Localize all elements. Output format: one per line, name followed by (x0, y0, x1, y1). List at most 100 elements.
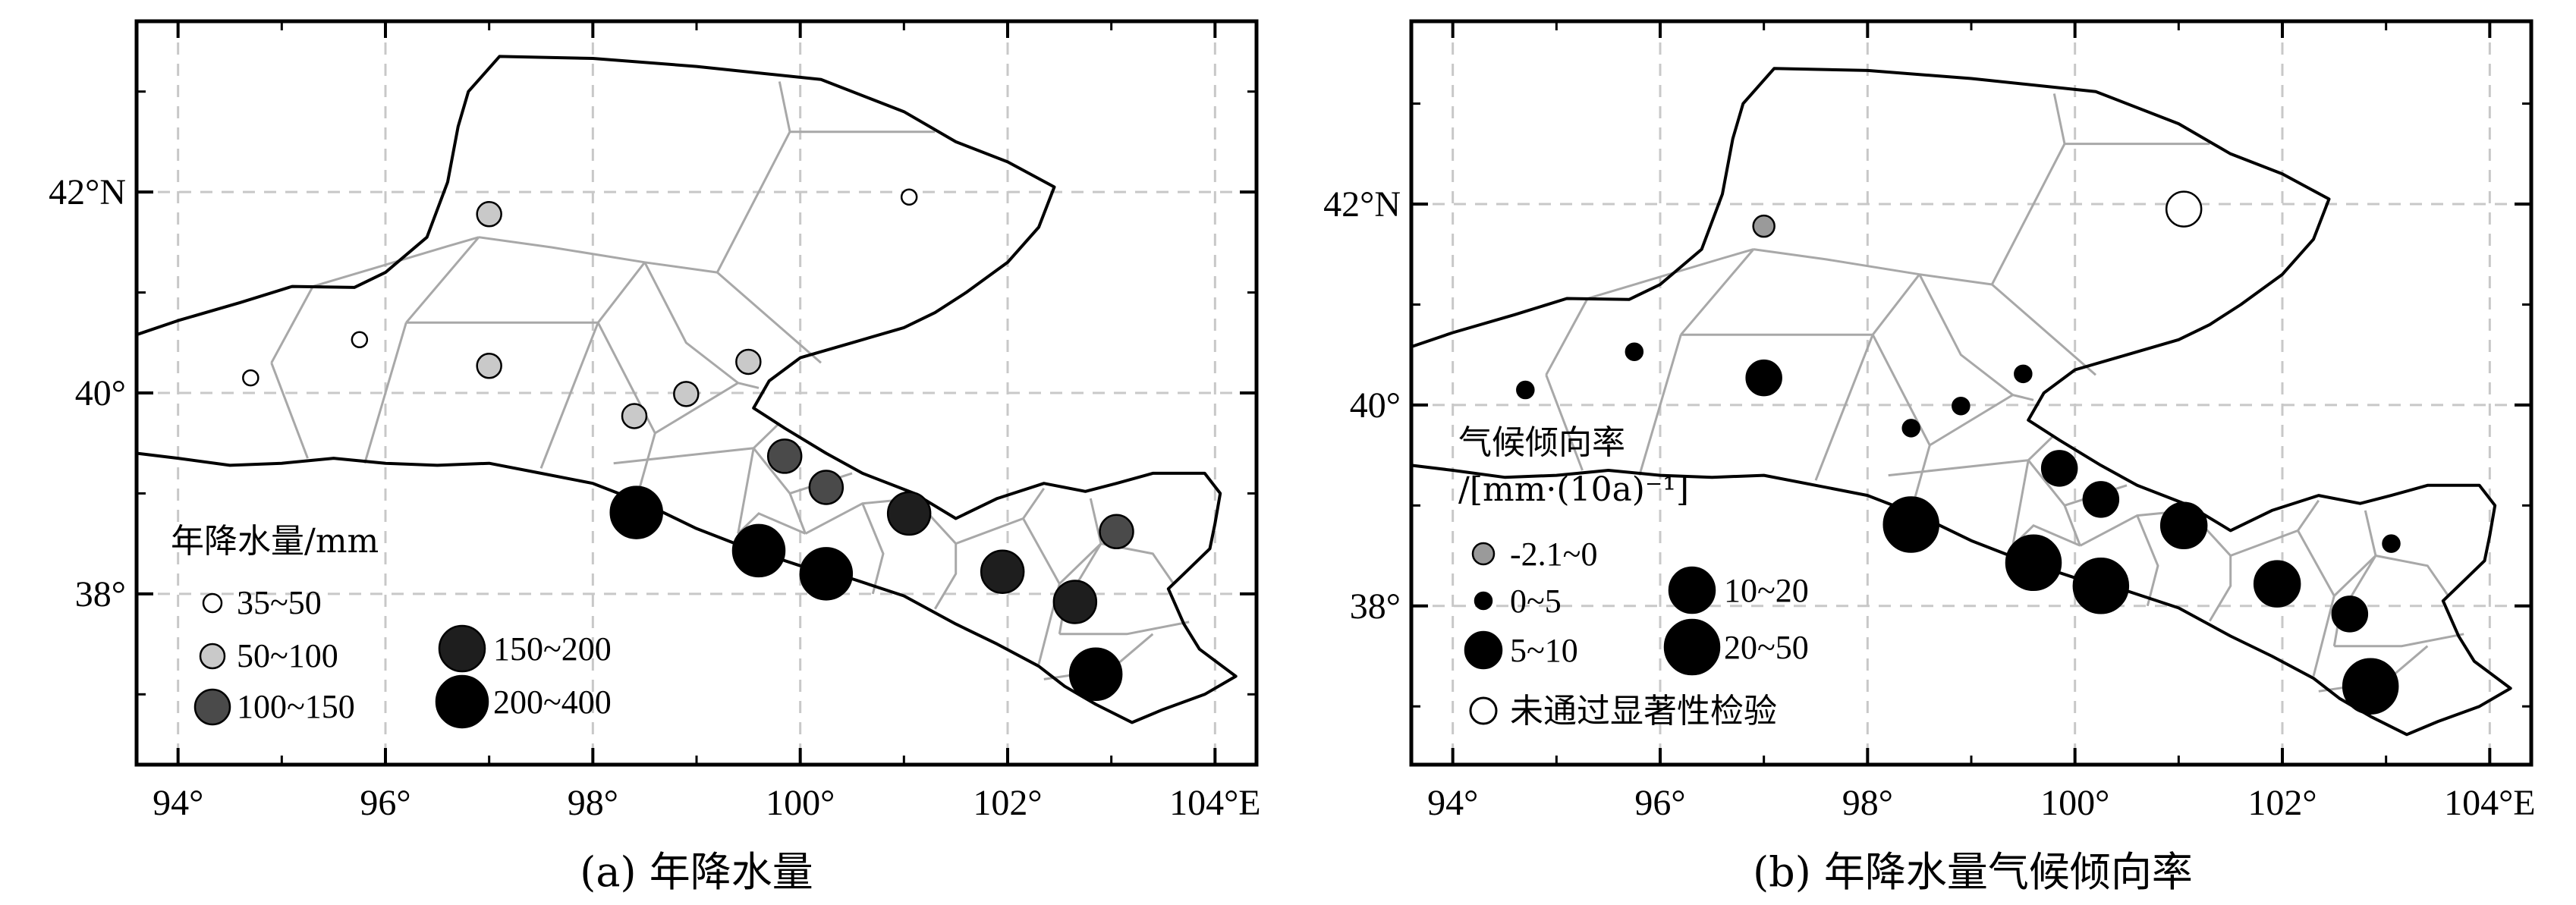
legend-a-marker-1 (202, 592, 223, 614)
thiessen-edge (478, 236, 718, 274)
station-marker (1052, 580, 1098, 624)
thiessen-edge (1872, 273, 1920, 336)
legend-b-label-1: -2.1~0 (1510, 536, 1597, 573)
thiessen-edge (1680, 248, 1755, 336)
thiessen-edge (1059, 621, 1190, 636)
axis-ticks-a: 94° 96° 98° 100° 102° 104°E 42°N 40° 38° (49, 21, 1261, 823)
thiessen-edge (1058, 498, 1102, 585)
thiessen-edge (596, 322, 656, 489)
station-polygons-b (1545, 93, 2464, 693)
thiessen-edge (270, 362, 309, 459)
station-polygons-a (270, 81, 1190, 680)
thiessen-edge (1022, 517, 1061, 665)
legend-a-marker-4 (438, 624, 486, 673)
thiessen-edge (861, 503, 885, 595)
legend-a-label-3: 100~150 (237, 688, 355, 725)
thiessen-edge (613, 422, 781, 465)
trend-marker (1952, 396, 1971, 416)
trend-marker (2342, 658, 2399, 715)
station-marker (621, 403, 648, 429)
graticule-b (1411, 21, 2531, 765)
legend-a-marker-3 (193, 688, 231, 726)
trend-marker (1625, 342, 1644, 361)
trend-marker (2005, 534, 2062, 592)
trend-marker (2331, 595, 2369, 633)
thiessen-edge (2011, 460, 2030, 546)
lon-tick-label: 104°E (2444, 783, 2536, 823)
lat-tick-label: 42°N (1323, 184, 1401, 225)
thiessen-edge (1545, 374, 1584, 471)
thiessen-edge (1100, 542, 1175, 585)
lat-tick-label: 42°N (49, 172, 126, 212)
station-marker (731, 523, 786, 578)
legend-a-label-2: 50~100 (237, 637, 338, 674)
thiessen-edge (716, 271, 822, 364)
lon-tick-label: 104°E (1169, 783, 1261, 823)
legend-a-label-5: 200~400 (493, 683, 612, 721)
legend-b-label-6: 未通过显著性检验 (1510, 693, 1777, 730)
lon-tick-label: 96° (360, 783, 410, 823)
thiessen-edge (1545, 297, 1589, 376)
legend-title-b-line2: /[mm·(10a)⁻¹] (1458, 470, 1689, 509)
legend-a-label-1: 35~50 (237, 584, 322, 621)
legend-a-marker-5 (435, 674, 489, 729)
thiessen-edge (1990, 93, 2066, 285)
caption-b: (b) 年降水量气候倾向率 (1753, 848, 2193, 896)
thiessen-edge (2188, 509, 2232, 622)
thiessen-edge (2333, 510, 2377, 597)
lon-tick-label: 96° (1634, 783, 1685, 823)
lon-tick-label: 94° (153, 783, 203, 823)
thiessen-edge (2334, 633, 2464, 648)
thiessen-edge (1587, 248, 1754, 300)
station-marker (766, 438, 803, 474)
axis-ticks-b: 94° 96° 98° 100° 102° 104°E 42°N 40° 38° (1323, 21, 2536, 823)
trend-marker (2040, 450, 2078, 487)
thiessen-edge (539, 322, 599, 469)
station-marker (799, 547, 854, 601)
panel-a: 94° 96° 98° 100° 102° 104°E 42°N 40° 38° 年降水量/mm… (49, 19, 1261, 896)
station-marker (1099, 514, 1134, 550)
trend-marker (2072, 558, 2130, 614)
legend-b-marker-6 (1469, 696, 1498, 725)
trend-marker (1901, 419, 1920, 438)
caption-a: (a) 年降水量 (580, 848, 813, 896)
thiessen-edge (1753, 248, 1993, 286)
legend-title-a: 年降水量/mm (171, 522, 379, 561)
legend-b-marker-4 (1668, 566, 1716, 614)
panel-b: 94° 96° 98° 100° 102° 104°E 42°N 40° 38° 气候倾向率 /… (1323, 19, 2536, 896)
trend-marker (1882, 496, 1939, 553)
thiessen-edge (643, 262, 760, 389)
legend-a: 年降水量/mm 35~50 50~100 100~150 150~200 200… (171, 522, 612, 729)
legend-b-marker-1 (1471, 542, 1496, 566)
thiessen-edge (270, 285, 314, 364)
lon-tick-label: 94° (1427, 783, 1478, 823)
thiessen-edge (1929, 394, 2014, 447)
thiessen-edge (737, 512, 807, 535)
trend-marker (2082, 481, 2120, 518)
lat-tick-label: 38° (75, 574, 126, 614)
station-markers-b (1516, 190, 2401, 715)
legend-b-marker-5 (1663, 618, 1721, 676)
legend-title-b-line1: 气候倾向率 (1458, 423, 1625, 462)
thiessen-edge (312, 236, 480, 288)
station-marker (476, 201, 502, 228)
lon-tick-label: 100° (2040, 783, 2109, 823)
lat-tick-label: 40° (1350, 385, 1401, 426)
station-marker (351, 331, 369, 349)
map-frame-b (1409, 19, 2534, 767)
basin-outline-b (1411, 67, 2512, 737)
thiessen-edge (1888, 434, 2055, 477)
station-marker (735, 348, 762, 376)
station-marker (980, 549, 1025, 594)
trend-marker (1745, 359, 1782, 397)
thiessen-edge (363, 322, 407, 464)
trend-marker (2382, 534, 2401, 553)
station-marker (886, 491, 932, 536)
trend-marker (1752, 214, 1776, 238)
legend-b-label-5: 20~50 (1724, 629, 1809, 666)
trend-marker (2253, 560, 2301, 608)
trend-marker (2014, 364, 2033, 384)
station-marker (476, 352, 502, 379)
legend-b-label-2: 0~5 (1510, 583, 1562, 620)
